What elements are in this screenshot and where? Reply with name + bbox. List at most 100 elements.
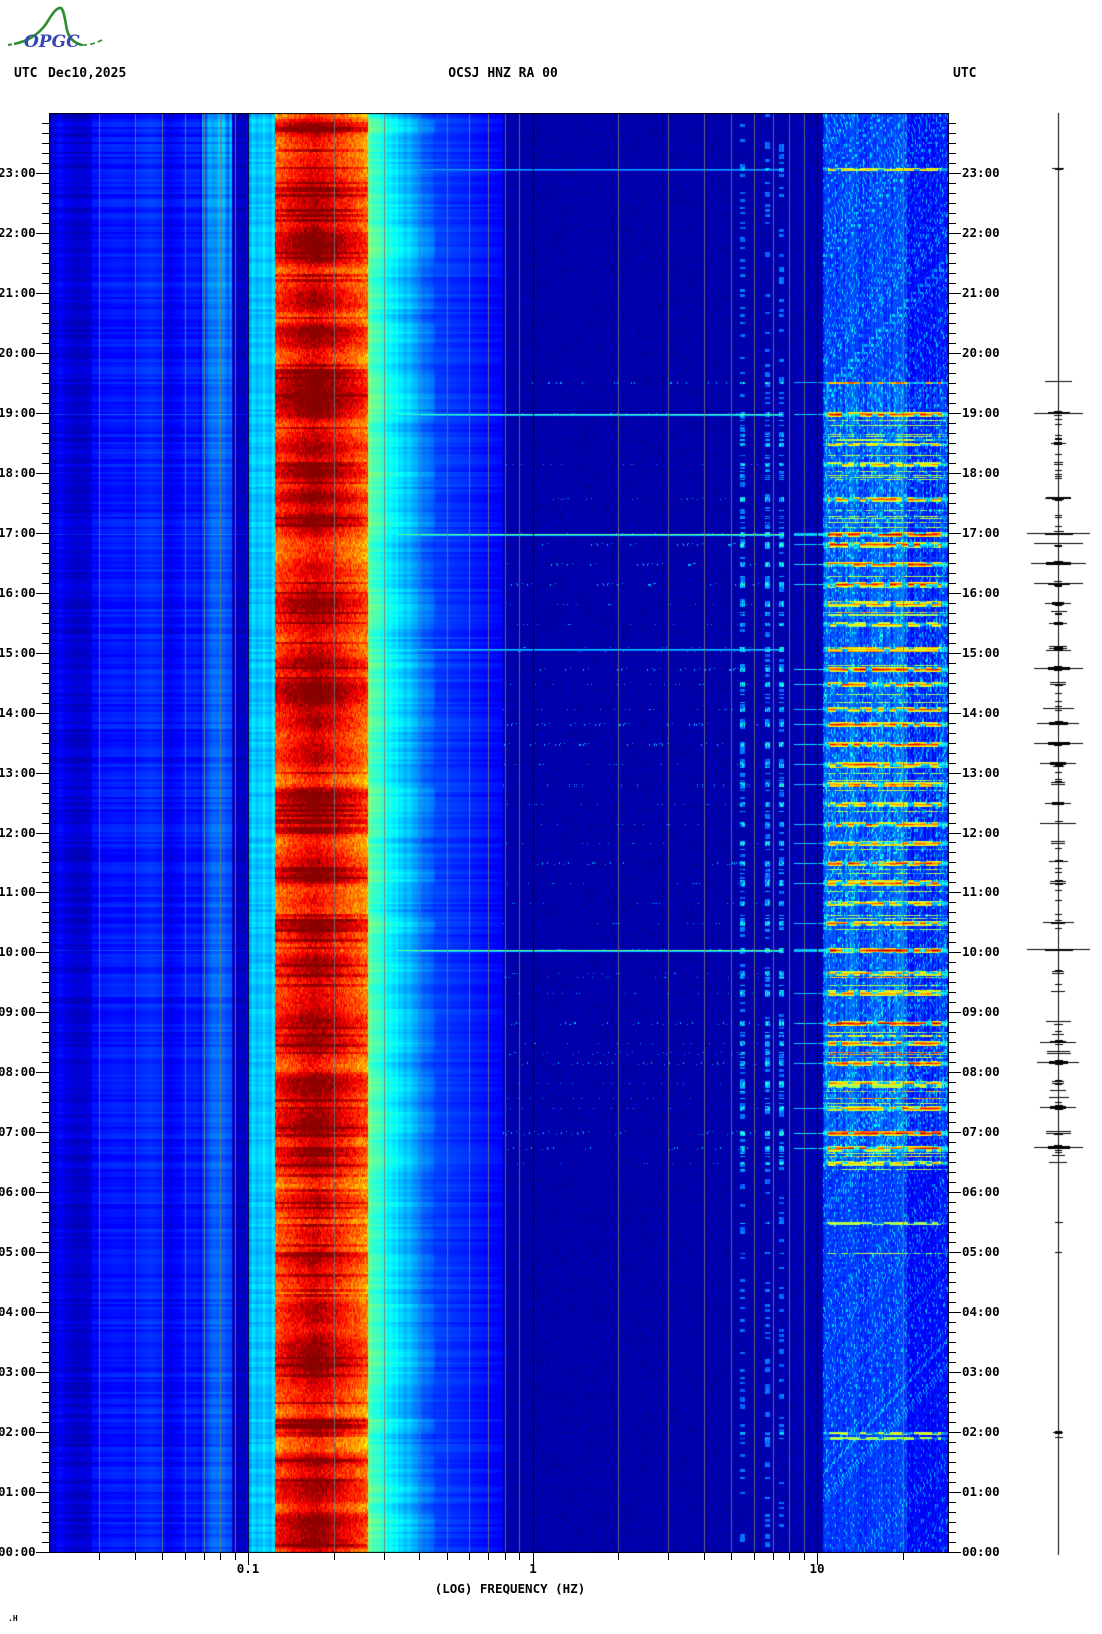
minor-tick-left [42,902,49,903]
time-label-left: 22:00 [0,225,36,240]
minor-tick-left [42,563,49,564]
time-label-left: 04:00 [0,1304,36,1319]
minor-tick-left [42,823,49,824]
hour-tick-right [949,1252,961,1253]
minor-tick-right [949,443,956,444]
minor-tick-right [949,633,956,634]
time-label-left: 16:00 [0,585,36,600]
freq-minor-tick [99,1553,100,1560]
logo-dash-left [7,43,15,46]
hour-tick-right [949,233,961,234]
freq-minor-tick [773,1553,774,1560]
minor-tick-left [42,433,49,434]
hour-tick-right [949,1312,961,1313]
minor-tick-right [949,1272,956,1273]
date-label: Dec10,2025 [48,66,127,81]
minor-tick-right [949,1502,956,1503]
time-label-right: 03:00 [962,1364,1000,1379]
freq-minor-tick [162,1553,163,1560]
freq-minor-tick [618,1553,619,1560]
time-label-right: 12:00 [962,825,1000,840]
minor-tick-right [949,962,956,963]
minor-tick-left [42,393,49,394]
minor-tick-right [949,1482,956,1483]
minor-tick-right [949,693,956,694]
minor-tick-left [42,1102,49,1103]
minor-tick-left [42,733,49,734]
minor-tick-left [42,813,49,814]
time-label-left: 20:00 [0,345,36,360]
hour-tick-left [36,1012,49,1013]
minor-tick-left [42,1542,49,1543]
freq-minor-tick [754,1553,755,1560]
hour-tick-left [36,952,49,953]
time-label-right: 05:00 [962,1244,1000,1259]
hour-tick-right [949,413,961,414]
minor-tick-left [42,463,49,464]
time-label-left: 09:00 [0,1004,36,1019]
time-label-left: 05:00 [0,1244,36,1259]
minor-tick-left [42,123,49,124]
freq-minor-tick [804,1553,805,1560]
minor-tick-right [949,823,956,824]
time-label-left: 18:00 [0,465,36,480]
freq-minor-tick [135,1553,136,1560]
minor-tick-left [42,573,49,574]
minor-tick-left [42,1482,49,1483]
minor-tick-right [949,743,956,744]
minor-tick-left [42,303,49,304]
minor-tick-right [949,133,956,134]
freq-tick-label: 1 [529,1561,537,1576]
minor-tick-left [42,1172,49,1173]
minor-tick-left [42,1502,49,1503]
minor-tick-right [949,902,956,903]
hour-tick-right [949,1372,961,1373]
minor-tick-left [42,852,49,853]
minor-tick-left [42,1222,49,1223]
hour-tick-left [36,173,49,174]
time-label-right: 15:00 [962,645,1000,660]
minor-tick-right [949,383,956,384]
minor-tick-left [42,163,49,164]
freq-minor-tick [505,1553,506,1560]
utc-label-right: UTC [953,66,977,81]
minor-tick-right [949,1302,956,1303]
hour-tick-right [949,533,961,534]
minor-tick-right [949,982,956,983]
hour-tick-left [36,293,49,294]
freq-minor-tick [469,1553,470,1560]
time-label-right: 22:00 [962,225,1000,240]
time-label-left: 08:00 [0,1064,36,1079]
minor-tick-right [949,932,956,933]
time-label-left: 11:00 [0,884,36,899]
minor-tick-right [949,703,956,704]
minor-tick-right [949,1152,956,1153]
minor-tick-left [42,1302,49,1303]
minor-tick-left [42,513,49,514]
hour-tick-right [949,1132,961,1133]
freq-minor-tick [334,1553,335,1560]
minor-tick-left [42,483,49,484]
hour-tick-left [36,533,49,534]
hour-tick-left [36,1492,49,1493]
time-label-left: 02:00 [0,1424,36,1439]
minor-tick-left [42,1062,49,1063]
freq-major-tick [533,1553,534,1565]
minor-tick-right [949,1182,956,1183]
minor-tick-right [949,753,956,754]
hour-tick-left [36,653,49,654]
minor-tick-right [949,303,956,304]
minor-tick-left [42,1292,49,1293]
minor-tick-right [949,1292,956,1293]
minor-tick-right [949,253,956,254]
time-label-right: 14:00 [962,705,1000,720]
hour-tick-right [949,773,961,774]
hour-tick-right [949,293,961,294]
time-label-left: 03:00 [0,1364,36,1379]
minor-tick-left [42,1322,49,1323]
spectrogram-canvas [49,113,949,1553]
minor-tick-left [42,1362,49,1363]
freq-minor-tick [447,1553,448,1560]
freq-minor-tick [220,1553,221,1560]
minor-tick-right [949,1322,956,1323]
